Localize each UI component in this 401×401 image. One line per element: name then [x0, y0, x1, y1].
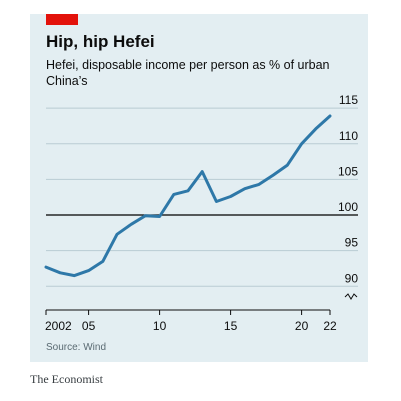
- x-tick-label-2005: 05: [82, 319, 96, 333]
- chart-title: Hip, hip Hefei: [46, 32, 155, 51]
- x-tick-label-2002: 2002: [45, 319, 72, 333]
- y-tick-label-110: 110: [339, 129, 358, 143]
- brand-red-tag: [46, 14, 78, 25]
- y-tick-label-100: 100: [338, 200, 358, 214]
- chart-subtitle: Hefei, disposable income per person as %…: [46, 58, 330, 88]
- x-tick-label-2015: 15: [224, 319, 238, 333]
- x-tick-label-2020: 20: [295, 319, 309, 333]
- x-tick-label-2010: 10: [153, 319, 167, 333]
- publisher-credit: The Economist: [30, 372, 103, 386]
- y-tick-label-105: 105: [338, 164, 358, 178]
- x-tick-label-2022: 22: [323, 319, 337, 333]
- source-note: Source: Wind: [46, 342, 107, 353]
- chart-panel: [30, 14, 368, 362]
- y-tick-label-115: 115: [339, 93, 358, 107]
- series-line-0: [44, 114, 332, 278]
- y-tick-label-95: 95: [345, 236, 359, 250]
- axis-break-icon: [344, 293, 358, 300]
- y-tick-label-90: 90: [345, 271, 359, 285]
